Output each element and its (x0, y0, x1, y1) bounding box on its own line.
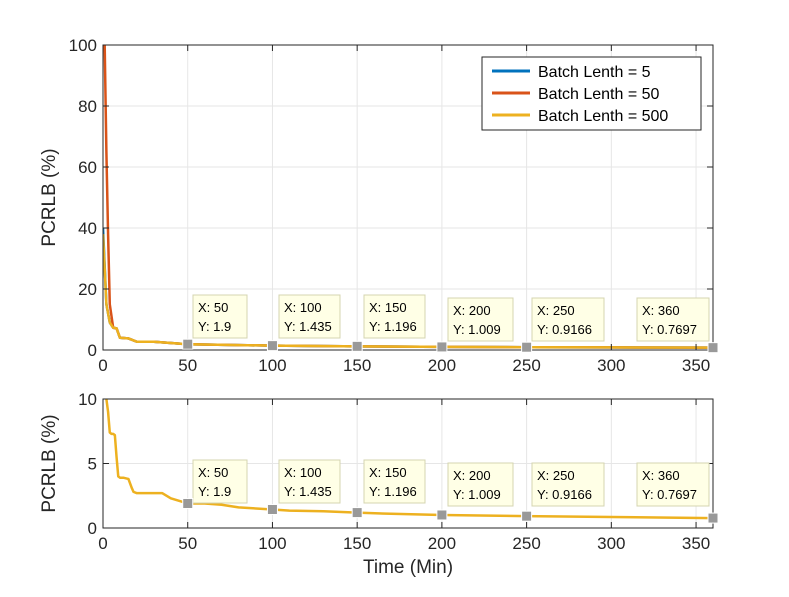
datatip-y-text: Y: 0.9166 (537, 487, 592, 502)
x-tick-label: 200 (428, 534, 456, 553)
datatip-marker (351, 507, 363, 519)
x-tick-label: 200 (428, 356, 456, 375)
y-tick-label: 0 (88, 519, 97, 538)
x-tick-label: 350 (682, 534, 710, 553)
bottom-axes: 0 50 100 150 200 250 300 350 0 5 10 PCRLB (%) Time (… (39, 390, 719, 578)
datatip-marker (521, 510, 533, 522)
datatip-marker (351, 340, 363, 352)
x-tick-label: 300 (597, 356, 625, 375)
x-tick-label: 350 (682, 356, 710, 375)
datatip-marker (266, 503, 278, 515)
y-tick-label: 40 (78, 219, 97, 238)
datatip-box (636, 297, 710, 342)
datatip-marker (707, 512, 719, 524)
datatip-x-text: X: 200 (453, 468, 491, 483)
x-tick-label: 100 (258, 534, 286, 553)
datatip-box (636, 462, 710, 507)
datatip-box (192, 459, 248, 504)
y-tick-label: 80 (78, 97, 97, 116)
datatip-marker (436, 509, 448, 521)
x-tick-label: 250 (512, 356, 540, 375)
datatip-x-text: X: 50 (198, 465, 228, 480)
datatip-marker (707, 342, 719, 354)
datatip-x-text: X: 100 (284, 300, 322, 315)
x-tick-label: 150 (343, 534, 371, 553)
axes-box (102, 44, 714, 351)
y-axis-label: PCRLB (%) (39, 414, 60, 512)
datatip-box (192, 294, 248, 339)
datatip-y-text: Y: 1.196 (369, 484, 417, 499)
y-tick-label: 60 (78, 158, 97, 177)
datatip-marker (266, 340, 278, 352)
y-axis-label: PCRLB (%) (39, 148, 60, 246)
datatip-marker (521, 341, 533, 353)
series-line (103, 234, 713, 349)
datatip-x-text: X: 150 (369, 465, 407, 480)
datatip-y-text: Y: 1.196 (369, 319, 417, 334)
x-tick-label: 50 (178, 534, 197, 553)
datatip-marker (436, 341, 448, 353)
datatip-y-text: Y: 0.7697 (642, 487, 697, 502)
legend-label: Batch Lenth = 50 (538, 86, 660, 103)
top-axes: 0 50 100 150 200 250 300 350 0 20 40 60 80 100 PCRLB (… (39, 36, 719, 375)
datatip-y-text: Y: 1.009 (453, 487, 501, 502)
datatip-x-text: X: 200 (453, 303, 491, 318)
datatip-y-text: Y: 0.9166 (537, 322, 592, 337)
datatip-x-text: X: 360 (642, 303, 680, 318)
y-tick-label: 5 (88, 455, 97, 474)
datatip-box (363, 459, 426, 504)
datatip-y-text: Y: 0.7697 (642, 322, 697, 337)
datatip-box (363, 294, 426, 339)
legend-label: Batch Lenth = 5 (538, 64, 651, 81)
datatip-x-text: X: 360 (642, 468, 680, 483)
datatip-box (447, 462, 514, 507)
datatip-y-text: Y: 1.9 (198, 484, 231, 499)
datatip-x-text: X: 250 (537, 303, 575, 318)
x-axis-label: Time (Min) (363, 557, 453, 578)
y-tick-label: 100 (69, 36, 97, 55)
x-tick-label: 0 (98, 534, 107, 553)
datatip-x-text: X: 150 (369, 300, 407, 315)
y-tick-label: 0 (88, 341, 97, 360)
datatip-y-text: Y: 1.9 (198, 319, 231, 334)
datatip-box (447, 297, 514, 342)
datatip-y-text: Y: 1.009 (453, 322, 501, 337)
datatip-box (278, 294, 341, 339)
datatip-x-text: X: 250 (537, 468, 575, 483)
datatip-box (278, 459, 341, 504)
x-tick-label: 50 (178, 356, 197, 375)
datatip-x-text: X: 50 (198, 300, 228, 315)
x-tick-label: 0 (98, 356, 107, 375)
x-tick-label: 250 (512, 534, 540, 553)
datatip-y-text: Y: 1.435 (284, 484, 332, 499)
y-tick-label: 20 (78, 280, 97, 299)
datatip-y-text: Y: 1.435 (284, 319, 332, 334)
datatip-box (531, 462, 605, 507)
y-tick-label: 10 (78, 390, 97, 409)
legend-label: Batch Lenth = 500 (538, 108, 668, 125)
datatip-marker (182, 497, 194, 509)
x-tick-label: 100 (258, 356, 286, 375)
x-tick-label: 150 (343, 356, 371, 375)
datatip-marker (182, 338, 194, 350)
datatip-box (531, 297, 605, 342)
datatip-x-text: X: 100 (284, 465, 322, 480)
x-tick-label: 300 (597, 534, 625, 553)
